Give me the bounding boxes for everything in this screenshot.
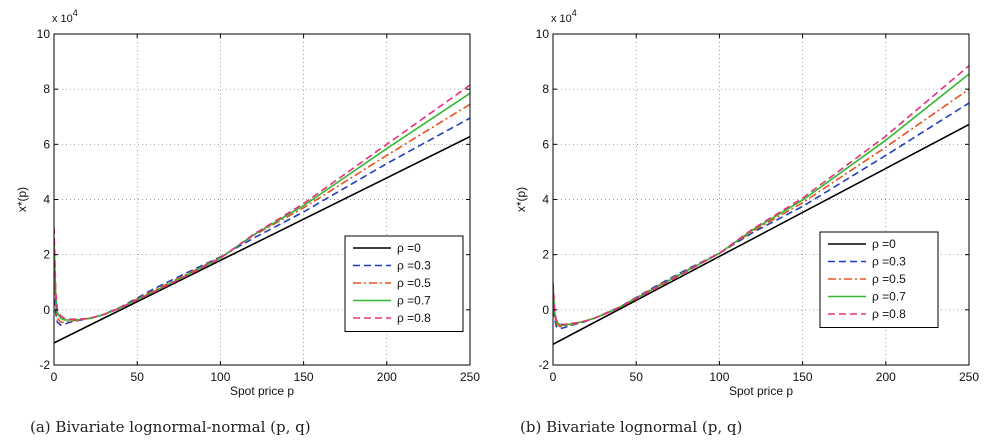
- y-tick-label: 10: [37, 27, 51, 41]
- y-multiplier: x 104: [52, 8, 78, 25]
- legend-entry-1: ρ =0.3: [872, 255, 906, 269]
- y-tick-label: 0: [43, 303, 50, 317]
- legend: ρ =0 ρ =0.3 ρ =0.5 ρ =0.7 ρ =0.8: [344, 235, 464, 332]
- legend-entry-2: ρ =0.5: [397, 276, 431, 290]
- y-axis-label: x*(p): [514, 187, 528, 212]
- series-line-2: [553, 88, 969, 328]
- series-group: [553, 65, 969, 346]
- y-multiplier-base: x 10: [551, 13, 572, 25]
- x-tick-label: 0: [550, 370, 557, 384]
- legend-entry-1: ρ =0.3: [397, 259, 431, 273]
- legend-entry-4: ρ =0.8: [872, 307, 906, 321]
- legend-entry-3: ρ =0.7: [397, 294, 431, 308]
- y-tick-label: 4: [43, 193, 50, 207]
- y-multiplier-exp: 4: [73, 8, 78, 18]
- legend-entry-0: ρ =0: [397, 241, 421, 255]
- panel-caption: (a) Bivariate lognormal-normal (p, q): [30, 418, 311, 436]
- panel-caption: (b) Bivariate lognormal (p, q): [520, 418, 742, 436]
- y-multiplier-exp: 4: [572, 8, 577, 18]
- x-axis-label: Spot price p: [729, 384, 793, 398]
- x-tick-label: 150: [294, 370, 314, 384]
- y-tick-label: 4: [542, 193, 549, 207]
- x-tick-label: 250: [460, 370, 480, 384]
- y-tick-label: -2: [39, 358, 50, 372]
- series-line-4: [54, 84, 470, 321]
- series-line-4: [553, 65, 969, 326]
- y-tick-label: 2: [542, 248, 549, 262]
- y-tick-label: 0: [542, 303, 549, 317]
- x-tick-label: 250: [959, 370, 979, 384]
- y-tick-label: 6: [43, 137, 50, 151]
- y-axis-label: x*(p): [15, 187, 29, 212]
- x-tick-label: 100: [210, 370, 230, 384]
- x-tick-label: 100: [709, 370, 729, 384]
- y-tick-label: 8: [43, 82, 50, 96]
- x-tick-label: 150: [793, 370, 813, 384]
- legend: ρ =0 ρ =0.3 ρ =0.5 ρ =0.7 ρ =0.8: [819, 231, 939, 328]
- x-tick-label: 0: [51, 370, 58, 384]
- x-tick-label: 200: [377, 370, 397, 384]
- legend-entry-0: ρ =0: [872, 237, 896, 251]
- x-axis-label: Spot price p: [230, 384, 294, 398]
- y-tick-label: -2: [538, 358, 549, 372]
- legend-entry-4: ρ =0.8: [397, 311, 431, 325]
- y-tick-label: 6: [542, 137, 549, 151]
- y-tick-label: 8: [542, 82, 549, 96]
- x-tick-label: 50: [131, 370, 145, 384]
- y-tick-label: 2: [43, 248, 50, 262]
- y-multiplier-base: x 10: [52, 13, 73, 25]
- y-multiplier: x 104: [551, 8, 577, 25]
- series-line-0: [553, 123, 969, 346]
- series-line-0: [54, 135, 470, 344]
- legend-entry-3: ρ =0.7: [872, 290, 906, 304]
- x-tick-label: 200: [876, 370, 896, 384]
- y-tick-label: 10: [536, 27, 550, 41]
- x-tick-label: 50: [630, 370, 644, 384]
- series-group: [54, 84, 470, 344]
- legend-entry-2: ρ =0.5: [872, 272, 906, 286]
